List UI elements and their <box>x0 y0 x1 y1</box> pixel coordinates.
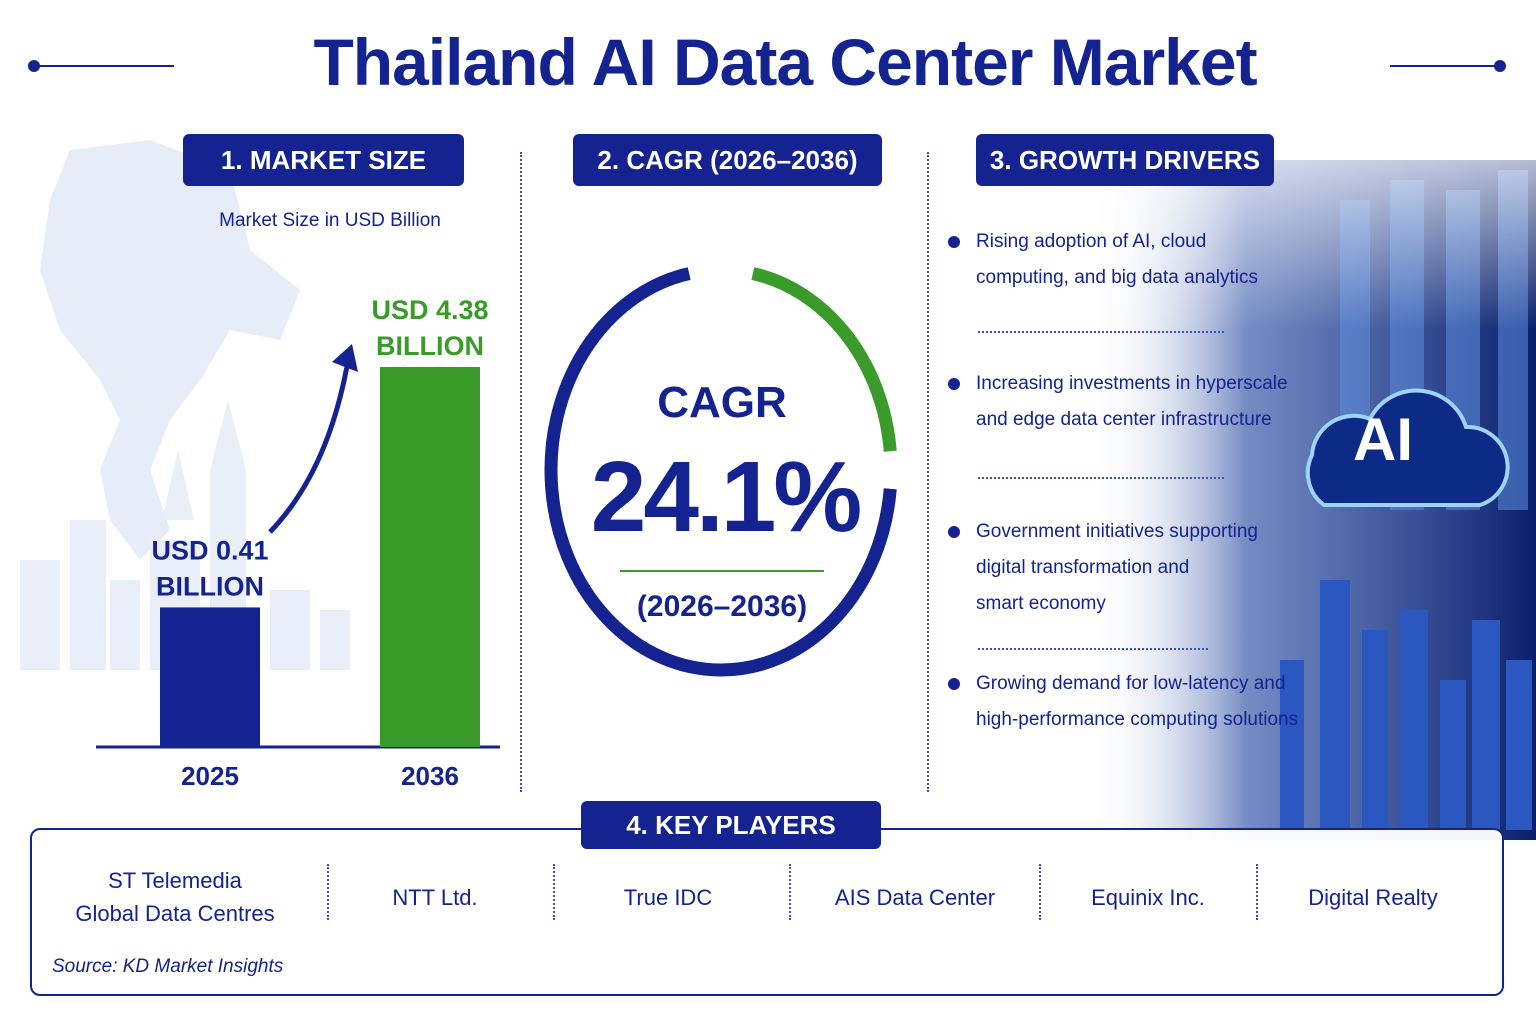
driver-separator <box>978 648 1208 650</box>
driver-item: Rising adoption of AI, cloud computing, … <box>948 228 1308 296</box>
bar-2036 <box>380 367 480 747</box>
player-divider <box>327 864 329 920</box>
bar-value-label: BILLION <box>156 571 264 601</box>
bar-2025 <box>160 607 260 747</box>
driver-separator <box>978 331 1224 333</box>
bar-value-label: USD 0.41 <box>151 535 268 565</box>
arrow-head-icon <box>332 344 358 372</box>
driver-text: Government initiatives supporting digita… <box>976 521 1258 614</box>
page-title: Thailand AI Data Center Market <box>313 25 1257 99</box>
driver-item: Growing demand for low-latency and high-… <box>948 670 1328 738</box>
cagr-ring <box>544 267 897 677</box>
player-divider <box>553 864 555 920</box>
title-rule-right <box>1390 65 1502 67</box>
cloud-icon <box>1305 388 1510 507</box>
driver-item: Government initiatives supporting digita… <box>948 518 1308 622</box>
cagr-ring-accent <box>751 267 897 452</box>
growth-drivers-header: 3. GROWTH DRIVERS <box>976 134 1274 186</box>
cagr-rule <box>620 570 824 572</box>
player-digital-realty: Digital Realty <box>1308 884 1438 910</box>
driver-text: Rising adoption of AI, cloud computing, … <box>976 231 1259 288</box>
player-ais: AIS Data Center <box>834 884 996 910</box>
bar-value-label: BILLION <box>376 331 484 361</box>
divider-right <box>927 152 929 792</box>
growth-arrow <box>268 349 353 534</box>
player-divider <box>1256 864 1258 920</box>
bullet-icon <box>948 236 960 248</box>
divider-left <box>520 152 522 792</box>
bullet-icon <box>948 526 960 538</box>
x-tick-label: 2025 <box>181 761 239 791</box>
cagr-period: (2026–2036) <box>636 590 808 623</box>
market-size-subtitle: Market Size in USD Billion <box>219 210 441 231</box>
driver-text: Growing demand for low-latency and high-… <box>976 673 1299 730</box>
ai-badge: AI <box>1353 406 1413 473</box>
player-equinix: Equinix Inc. <box>1091 884 1205 910</box>
player-ntt: NTT Ltd. <box>392 884 478 910</box>
player-divider <box>1039 864 1041 920</box>
cagr-header: 2. CAGR (2026–2036) <box>573 134 882 186</box>
x-tick-label: 2036 <box>401 761 459 791</box>
title-dot-right <box>1494 60 1506 72</box>
key-players-header: 4. KEY PLAYERS <box>581 801 881 849</box>
title-rule-left <box>34 65 174 67</box>
driver-text: Increasing investments in hyperscale and… <box>976 373 1288 430</box>
player-st-telemedia: ST Telemedia Global Data Centres <box>75 868 275 926</box>
bullet-icon <box>948 678 960 690</box>
cagr-ring-main <box>544 267 897 677</box>
market-size-bar-chart: USD 0.41 BILLION 2025 USD 4.38 BILLION 2036 <box>96 295 500 791</box>
source-note: Source: KD Market Insights <box>52 956 284 977</box>
cagr-label: CAGR <box>657 378 787 427</box>
market-size-header: 1. MARKET SIZE <box>183 134 464 186</box>
server-city-background <box>1090 160 1536 840</box>
player-divider <box>789 864 791 920</box>
cagr-value: 24.1% <box>590 441 863 553</box>
bar-value-label: USD 4.38 <box>371 295 488 325</box>
driver-separator <box>978 477 1224 479</box>
driver-item: Increasing investments in hyperscale and… <box>948 370 1308 438</box>
bullet-icon <box>948 378 960 390</box>
player-true-idc: True IDC <box>623 884 713 910</box>
